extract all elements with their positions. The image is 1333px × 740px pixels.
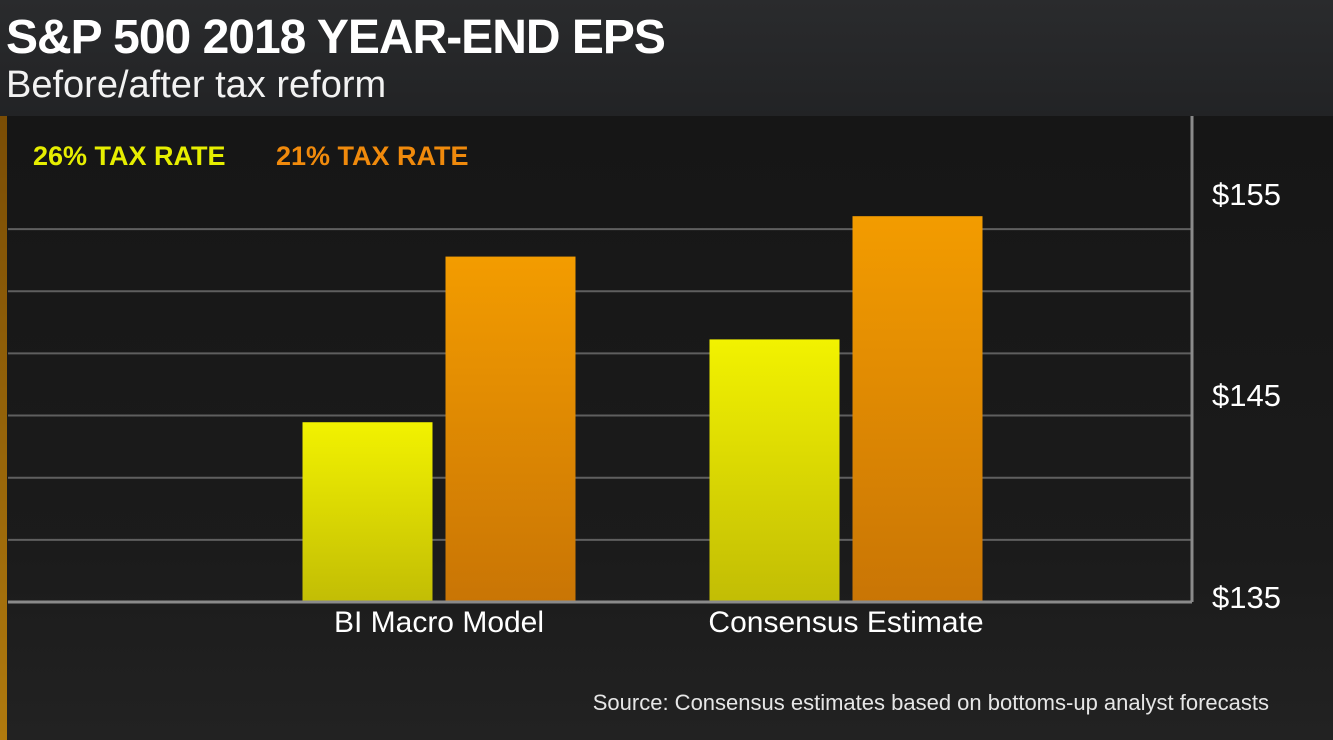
legend-item-21-tax-rate: 21% TAX RATE — [276, 141, 469, 171]
gridlines — [8, 228, 1192, 541]
category-label-bi-macro-model: BI Macro Model — [333, 606, 545, 639]
chart-subtitle: Before/after tax reform — [6, 64, 387, 106]
y-tick-label-145: $145 — [1212, 378, 1281, 413]
bar-26-tax-rate-consensus-estimate — [709, 339, 840, 602]
axes — [8, 116, 1194, 604]
y-tick-label-135: $135 — [1212, 580, 1281, 615]
legend-item-26-tax-rate: 26% TAX RATE — [33, 141, 226, 171]
title-bar: S&P 500 2018 YEAR-END EPS Before/after t… — [0, 0, 1333, 116]
bar-26-tax-rate-bi-macro-model — [302, 422, 433, 602]
chart-area — [7, 116, 1333, 740]
y-tick-label-155: $155 — [1212, 177, 1281, 212]
bar-21-tax-rate-consensus-estimate — [852, 216, 983, 602]
category-label-consensus-estimate: Consensus Estimate — [708, 606, 984, 639]
chart-title: S&P 500 2018 YEAR-END EPS — [6, 11, 666, 64]
bar-21-tax-rate-bi-macro-model — [445, 256, 576, 602]
left-accent-strip — [0, 116, 7, 740]
source-note: Source: Consensus estimates based on bot… — [592, 690, 1269, 715]
bars — [302, 216, 983, 602]
